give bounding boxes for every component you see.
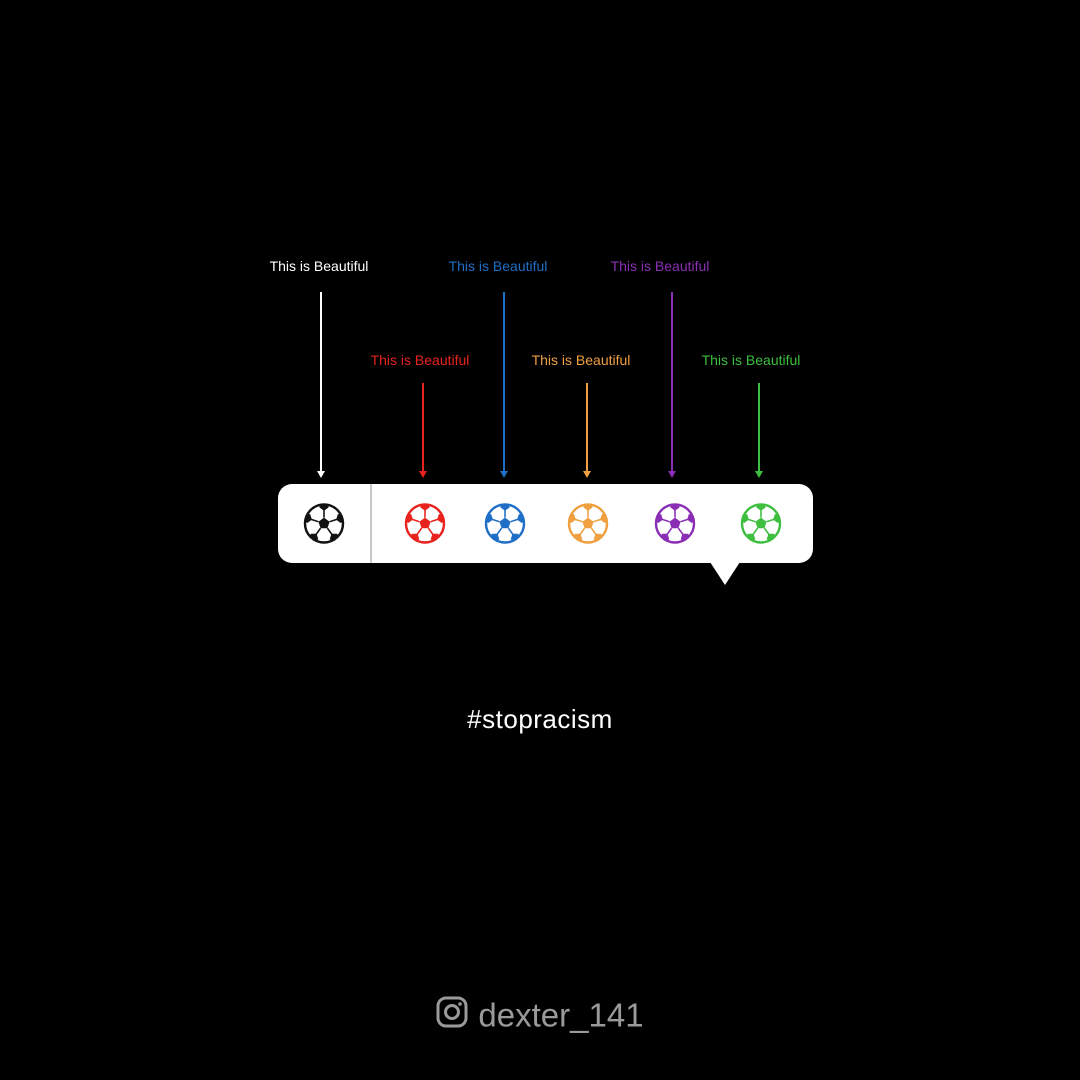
arrow-orange xyxy=(586,383,588,472)
picker-tail xyxy=(710,562,740,585)
blue-soccer-ball-icon[interactable] xyxy=(484,502,527,545)
arrow-white xyxy=(320,292,322,472)
arrow-green xyxy=(758,383,760,472)
orange-soccer-ball-icon[interactable] xyxy=(567,502,610,545)
label-purple: This is Beautiful xyxy=(610,258,710,274)
black-soccer-ball-icon[interactable] xyxy=(303,502,346,545)
instagram-icon xyxy=(436,996,468,1028)
reaction-picker xyxy=(278,484,813,563)
label-red: This is Beautiful xyxy=(370,352,470,368)
instagram-handle: dexter_141 xyxy=(478,996,644,1034)
purple-soccer-ball-icon[interactable] xyxy=(654,502,697,545)
picker-divider xyxy=(370,484,372,563)
red-soccer-ball-icon[interactable] xyxy=(404,502,447,545)
label-orange: This is Beautiful xyxy=(531,352,631,368)
label-green: This is Beautiful xyxy=(701,352,801,368)
instagram-credit[interactable]: dexter_141 xyxy=(0,994,1080,1034)
label-blue: This is Beautiful xyxy=(448,258,548,274)
arrow-red xyxy=(422,383,424,472)
green-soccer-ball-icon[interactable] xyxy=(740,502,783,545)
arrow-blue xyxy=(503,292,505,472)
hashtag-text: #stopracism xyxy=(467,704,613,734)
label-white: This is Beautiful xyxy=(269,258,369,274)
arrow-purple xyxy=(671,292,673,472)
